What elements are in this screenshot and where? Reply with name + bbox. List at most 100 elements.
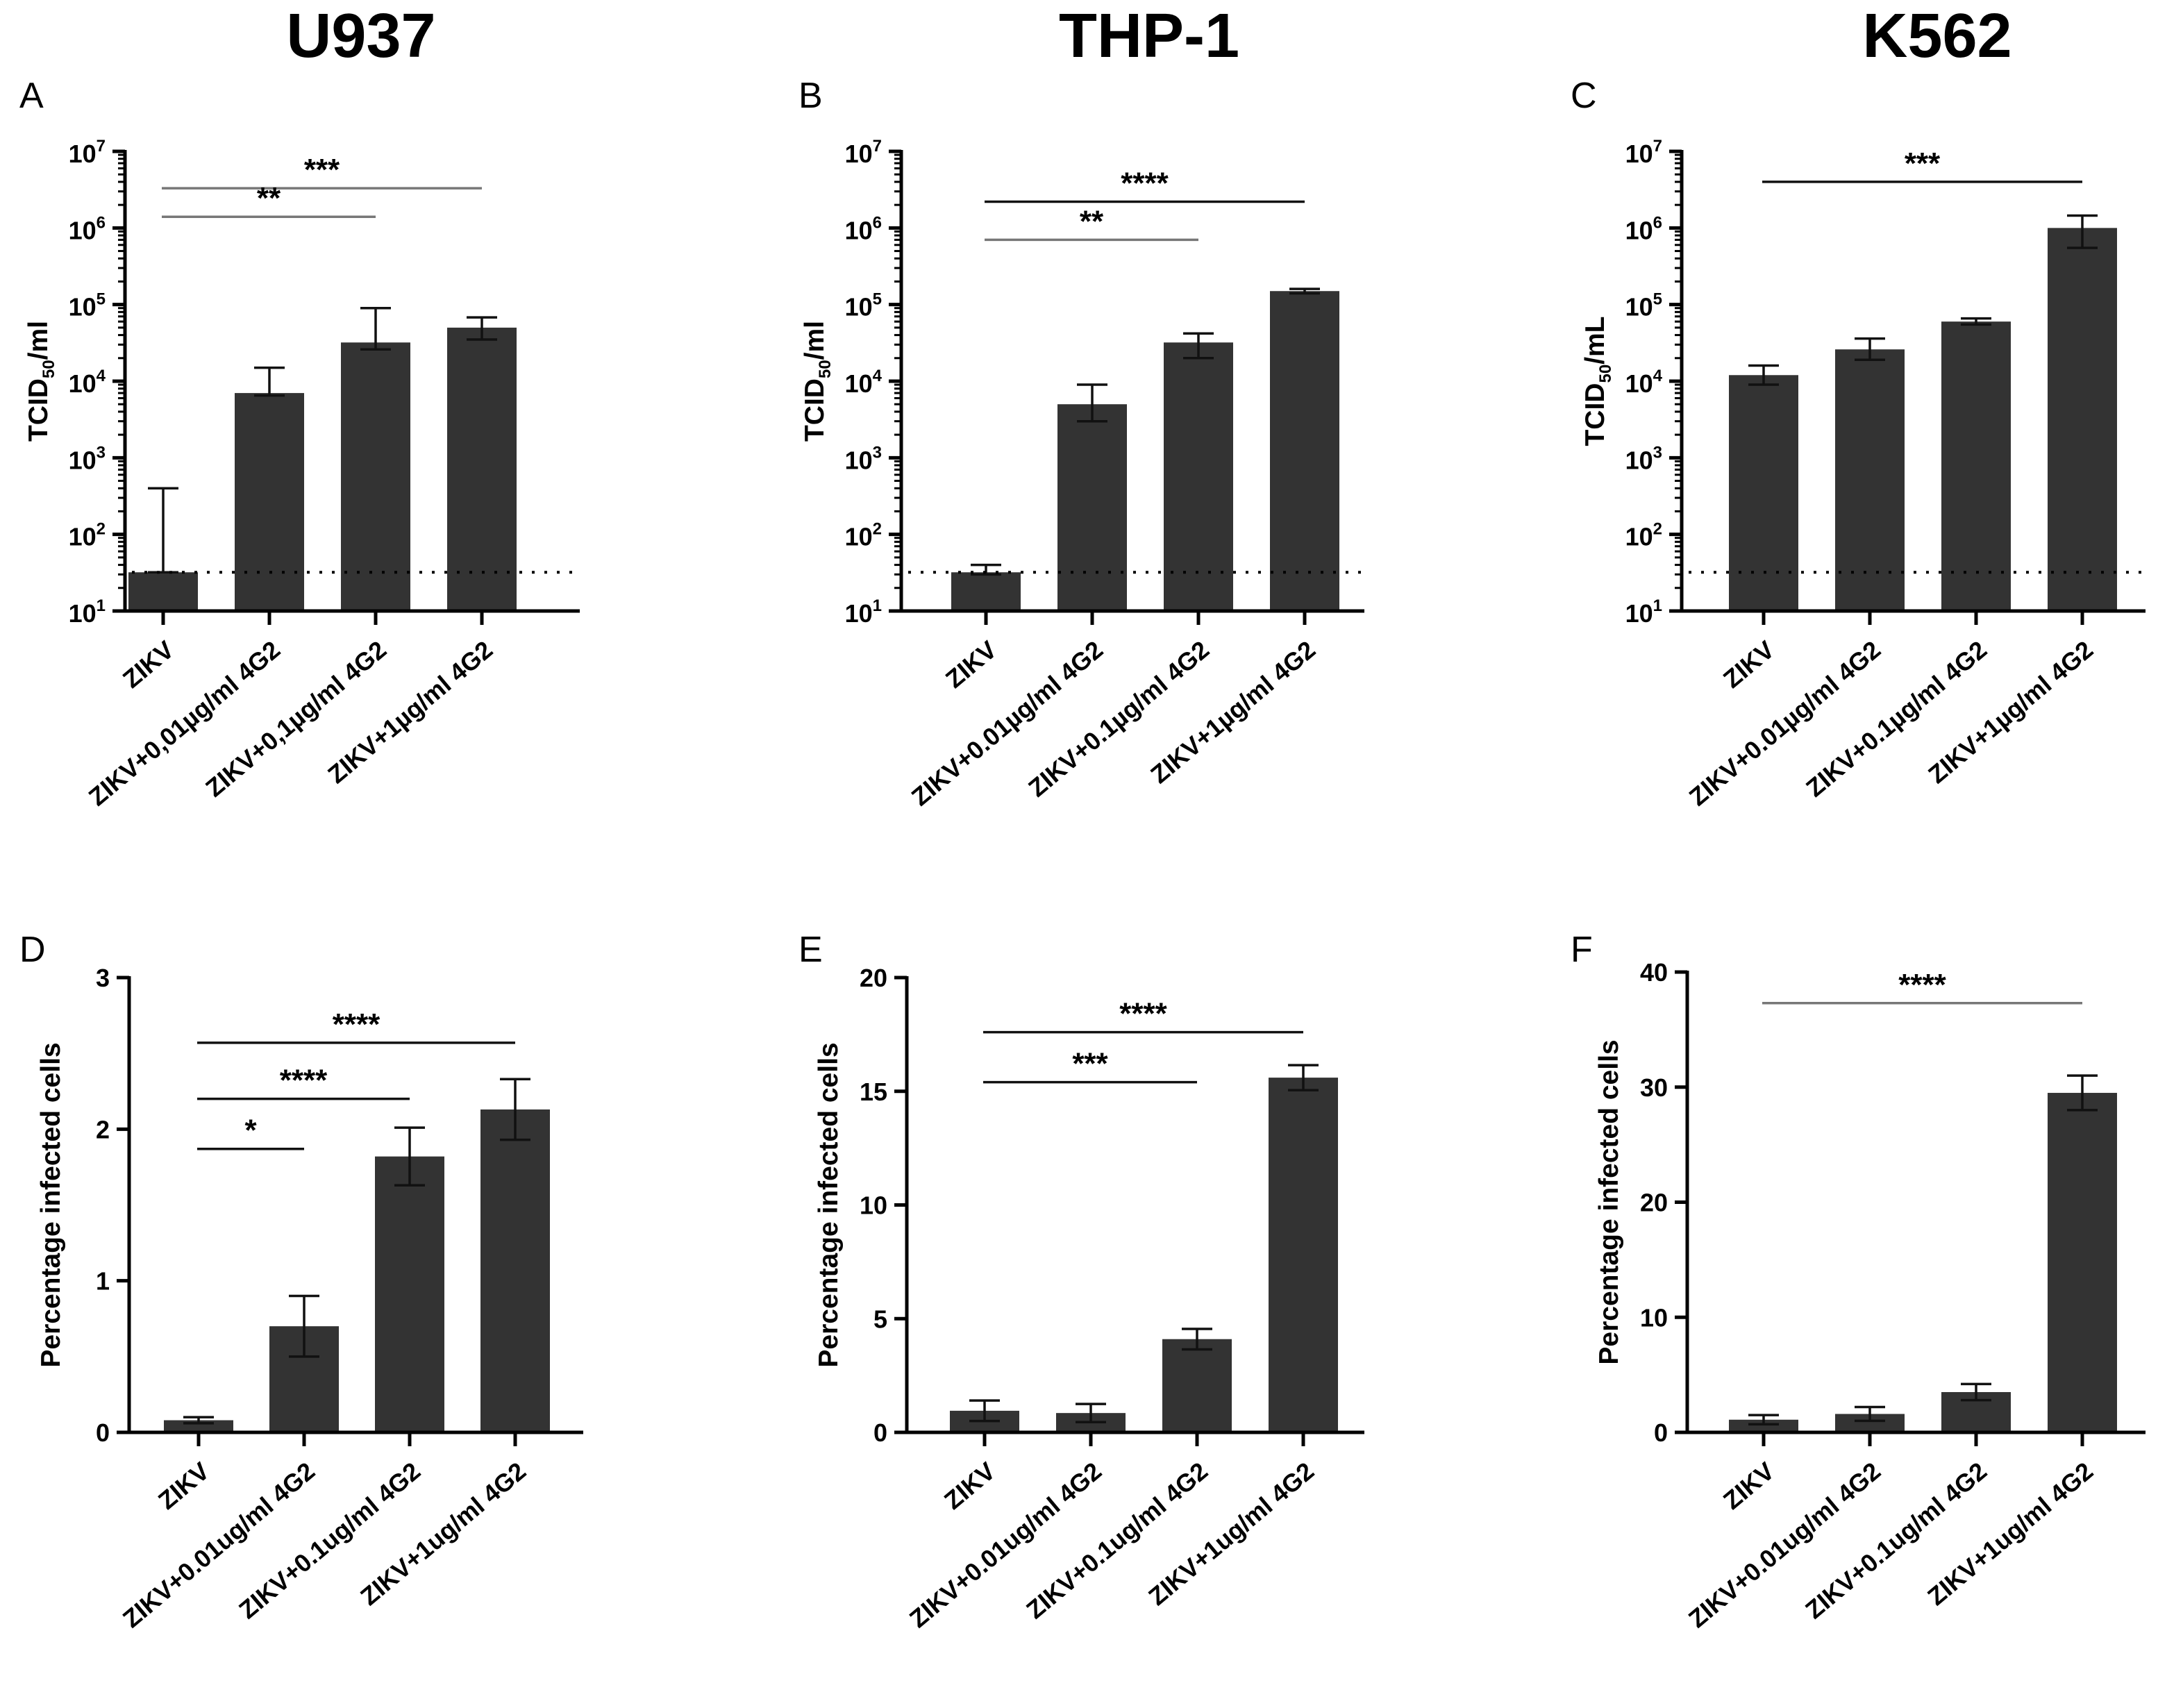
x-category-label: ZIKV+0.1µg/ml 4G2 [1800, 635, 1992, 803]
x-category-label: ZIKV+0.01µg/ml 4G2 [906, 635, 1108, 812]
bar [1164, 342, 1233, 611]
y-tick-exponent: 4 [97, 367, 106, 385]
bar [480, 1109, 550, 1432]
y-tick-label: 107 [845, 137, 882, 168]
bar [1162, 1339, 1232, 1432]
x-category-label: ZIKV [117, 635, 179, 694]
y-tick-base: 10 [1625, 446, 1653, 474]
y-tick-base: 10 [69, 140, 97, 168]
y-tick-base: 10 [845, 293, 873, 321]
y-tick-exponent: 1 [97, 596, 106, 615]
significance-stars: ** [257, 181, 281, 215]
bar [2048, 228, 2117, 611]
bar [1269, 1078, 1338, 1432]
y-tick-base: 10 [1625, 140, 1653, 168]
bar [1729, 375, 1798, 611]
y-tick-exponent: 2 [97, 520, 106, 539]
y-label-subscript: 50 [40, 360, 58, 378]
x-category-label: ZIKV+0,01µg/ml 4G2 [83, 635, 285, 812]
y-tick-label: 10 [860, 1191, 887, 1220]
x-category-label: ZIKV [1718, 635, 1780, 694]
y-tick-label: 104 [1625, 367, 1663, 398]
y-tick-label: 2 [96, 1115, 110, 1144]
y-tick-label: 30 [1640, 1073, 1668, 1102]
y-label-unit: /mL [1580, 316, 1610, 364]
y-axis-label: TCID50/ml [24, 321, 58, 442]
y-tick-label: 104 [69, 367, 106, 398]
y-tick-label: 15 [860, 1078, 887, 1106]
y-tick-base: 10 [69, 216, 97, 244]
significance-stars: ** [1080, 204, 1104, 238]
y-tick-label: 106 [845, 213, 882, 244]
bar [1941, 321, 2011, 611]
bar [1729, 1419, 1798, 1432]
y-tick-exponent: 2 [1653, 520, 1662, 539]
significance-stars: **** [333, 1007, 380, 1041]
x-category-label: ZIKV [939, 1457, 1001, 1515]
panel-b: B101102103104105106107TCID50/mlZIKVZIKV+… [798, 76, 1364, 811]
y-tick-exponent: 6 [1653, 213, 1662, 232]
y-tick-exponent: 2 [873, 520, 882, 539]
y-tick-label: 0 [1654, 1418, 1668, 1447]
bar [164, 1420, 233, 1432]
y-tick-base: 10 [845, 599, 873, 628]
column-title-u937: U937 [286, 1, 435, 71]
y-axis-label: Percentage infected cells [1594, 1039, 1624, 1364]
y-tick-label: 104 [845, 367, 883, 398]
y-tick-exponent: 5 [97, 290, 106, 309]
y-tick-label: 0 [873, 1418, 887, 1447]
panel-letter: D [19, 930, 46, 970]
y-tick-label: 40 [1640, 958, 1668, 987]
y-tick-exponent: 5 [1653, 290, 1662, 309]
y-tick-label: 102 [1625, 520, 1662, 551]
y-tick-label: 10 [1640, 1303, 1668, 1332]
y-label-main: TCID [800, 378, 830, 442]
bar [341, 342, 410, 611]
x-category-label: ZIKV+0.01µg/ml 4G2 [1684, 635, 1886, 812]
y-tick-label: 105 [845, 290, 882, 321]
bar [1835, 349, 1905, 611]
y-tick-exponent: 7 [1653, 137, 1662, 156]
x-category-label: ZIKV+0.1µg/ml 4G2 [1023, 635, 1214, 803]
x-category-label: ZIKV [1718, 1457, 1780, 1515]
y-tick-base: 10 [845, 216, 873, 244]
x-category-label: ZIKV [940, 635, 1002, 694]
y-tick-label: 102 [69, 520, 106, 551]
significance-stars: **** [280, 1064, 328, 1098]
panel-letter: F [1571, 930, 1593, 970]
y-tick-exponent: 6 [873, 213, 882, 232]
significance-stars: *** [1072, 1047, 1108, 1081]
significance-stars: **** [1119, 997, 1167, 1031]
y-tick-exponent: 3 [873, 443, 882, 462]
y-tick-label: 101 [845, 596, 882, 628]
y-tick-exponent: 7 [873, 137, 882, 156]
column-title-thp1: THP-1 [1059, 1, 1239, 71]
y-tick-exponent: 1 [873, 596, 882, 615]
y-tick-label: 1 [96, 1267, 110, 1296]
y-tick-exponent: 6 [97, 213, 106, 232]
y-tick-base: 10 [69, 523, 97, 551]
y-tick-label: 20 [860, 964, 887, 992]
y-tick-base: 10 [845, 140, 873, 168]
x-category-label: ZIKV+0,1µg/ml 4G2 [200, 635, 392, 803]
significance-stars: *** [304, 153, 340, 187]
x-category-label: ZIKV+0.1ug/ml 4G2 [233, 1457, 426, 1625]
bar [1270, 291, 1339, 611]
y-axis-label: Percentage infected cells [36, 1042, 66, 1367]
y-tick-label: 20 [1640, 1189, 1668, 1217]
bar [2048, 1093, 2117, 1432]
y-tick-label: 107 [1625, 137, 1662, 168]
x-category-label: ZIKV [153, 1457, 215, 1515]
bar [128, 572, 198, 611]
panel-a: A101102103104105106107TCID50/mlZIKVZIKV+… [19, 76, 580, 811]
y-tick-label: 101 [1625, 596, 1662, 628]
y-tick-base: 10 [69, 446, 97, 474]
bar [951, 572, 1021, 611]
y-tick-label: 103 [845, 443, 882, 474]
x-category-label: ZIKV+0.01ug/ml 4G2 [117, 1457, 320, 1634]
y-axis-label: TCID50/mL [1580, 316, 1615, 446]
y-tick-label: 3 [96, 964, 110, 992]
y-label-unit: /ml [800, 321, 830, 360]
